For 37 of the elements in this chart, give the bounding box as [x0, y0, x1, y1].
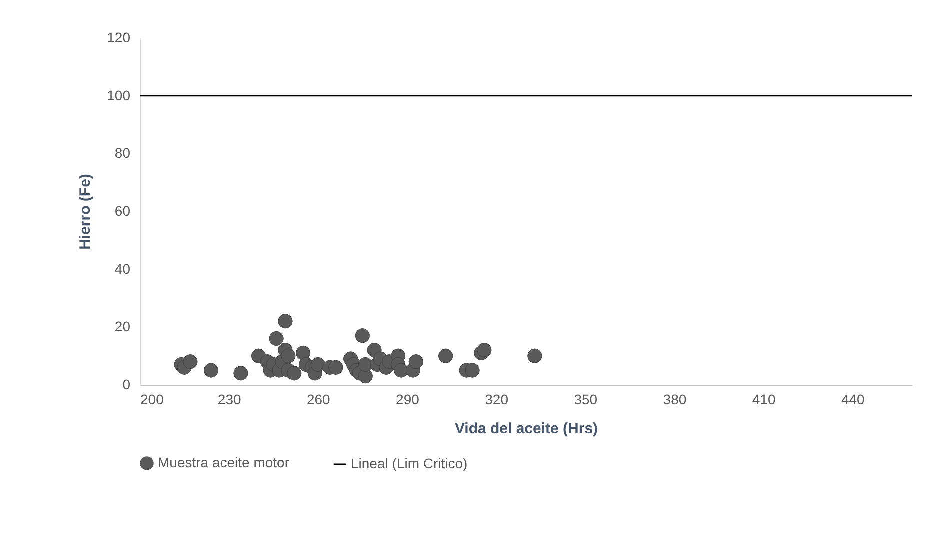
point	[528, 348, 542, 364]
x-tick-label: 320	[485, 392, 509, 408]
point	[234, 366, 248, 381]
x-tick-label: 410	[752, 392, 776, 408]
point	[394, 363, 409, 378]
point	[477, 342, 492, 358]
point	[310, 357, 326, 372]
point	[296, 346, 311, 360]
x-tick-label: 380	[663, 392, 687, 408]
x-tick-label: 200	[140, 392, 164, 408]
point	[183, 354, 198, 370]
y-tick-label: 20	[114, 318, 131, 335]
y-tick-label: 60	[114, 203, 131, 219]
x-axis-title: Vida del aceite (Hrs)	[454, 420, 598, 438]
point	[287, 366, 302, 381]
point	[281, 348, 296, 364]
x-tick-label: 440	[841, 392, 866, 408]
y-tick-label: 100	[107, 87, 131, 104]
legend-label: Lineal (Lim Critico)	[351, 456, 468, 472]
y-tick-label: 120	[107, 30, 131, 46]
legend-label: Muestra aceite motor	[158, 454, 290, 470]
y-tick-label: 80	[114, 145, 131, 162]
point	[355, 328, 370, 344]
x-tick-label: 260	[306, 392, 331, 408]
point	[328, 360, 344, 375]
point	[465, 363, 480, 378]
x-tick-label: 230	[218, 392, 242, 408]
y-tick-label: 40	[114, 260, 131, 277]
point	[204, 363, 219, 378]
x-tick-label: 350	[574, 392, 598, 408]
point	[408, 354, 424, 370]
point	[278, 314, 293, 329]
x-tick-label: 290	[396, 392, 420, 408]
point	[269, 331, 284, 346]
y-tick-label: 0	[122, 376, 131, 392]
point	[438, 348, 454, 364]
y-axis-title: Hierro (Fe)	[77, 174, 94, 250]
